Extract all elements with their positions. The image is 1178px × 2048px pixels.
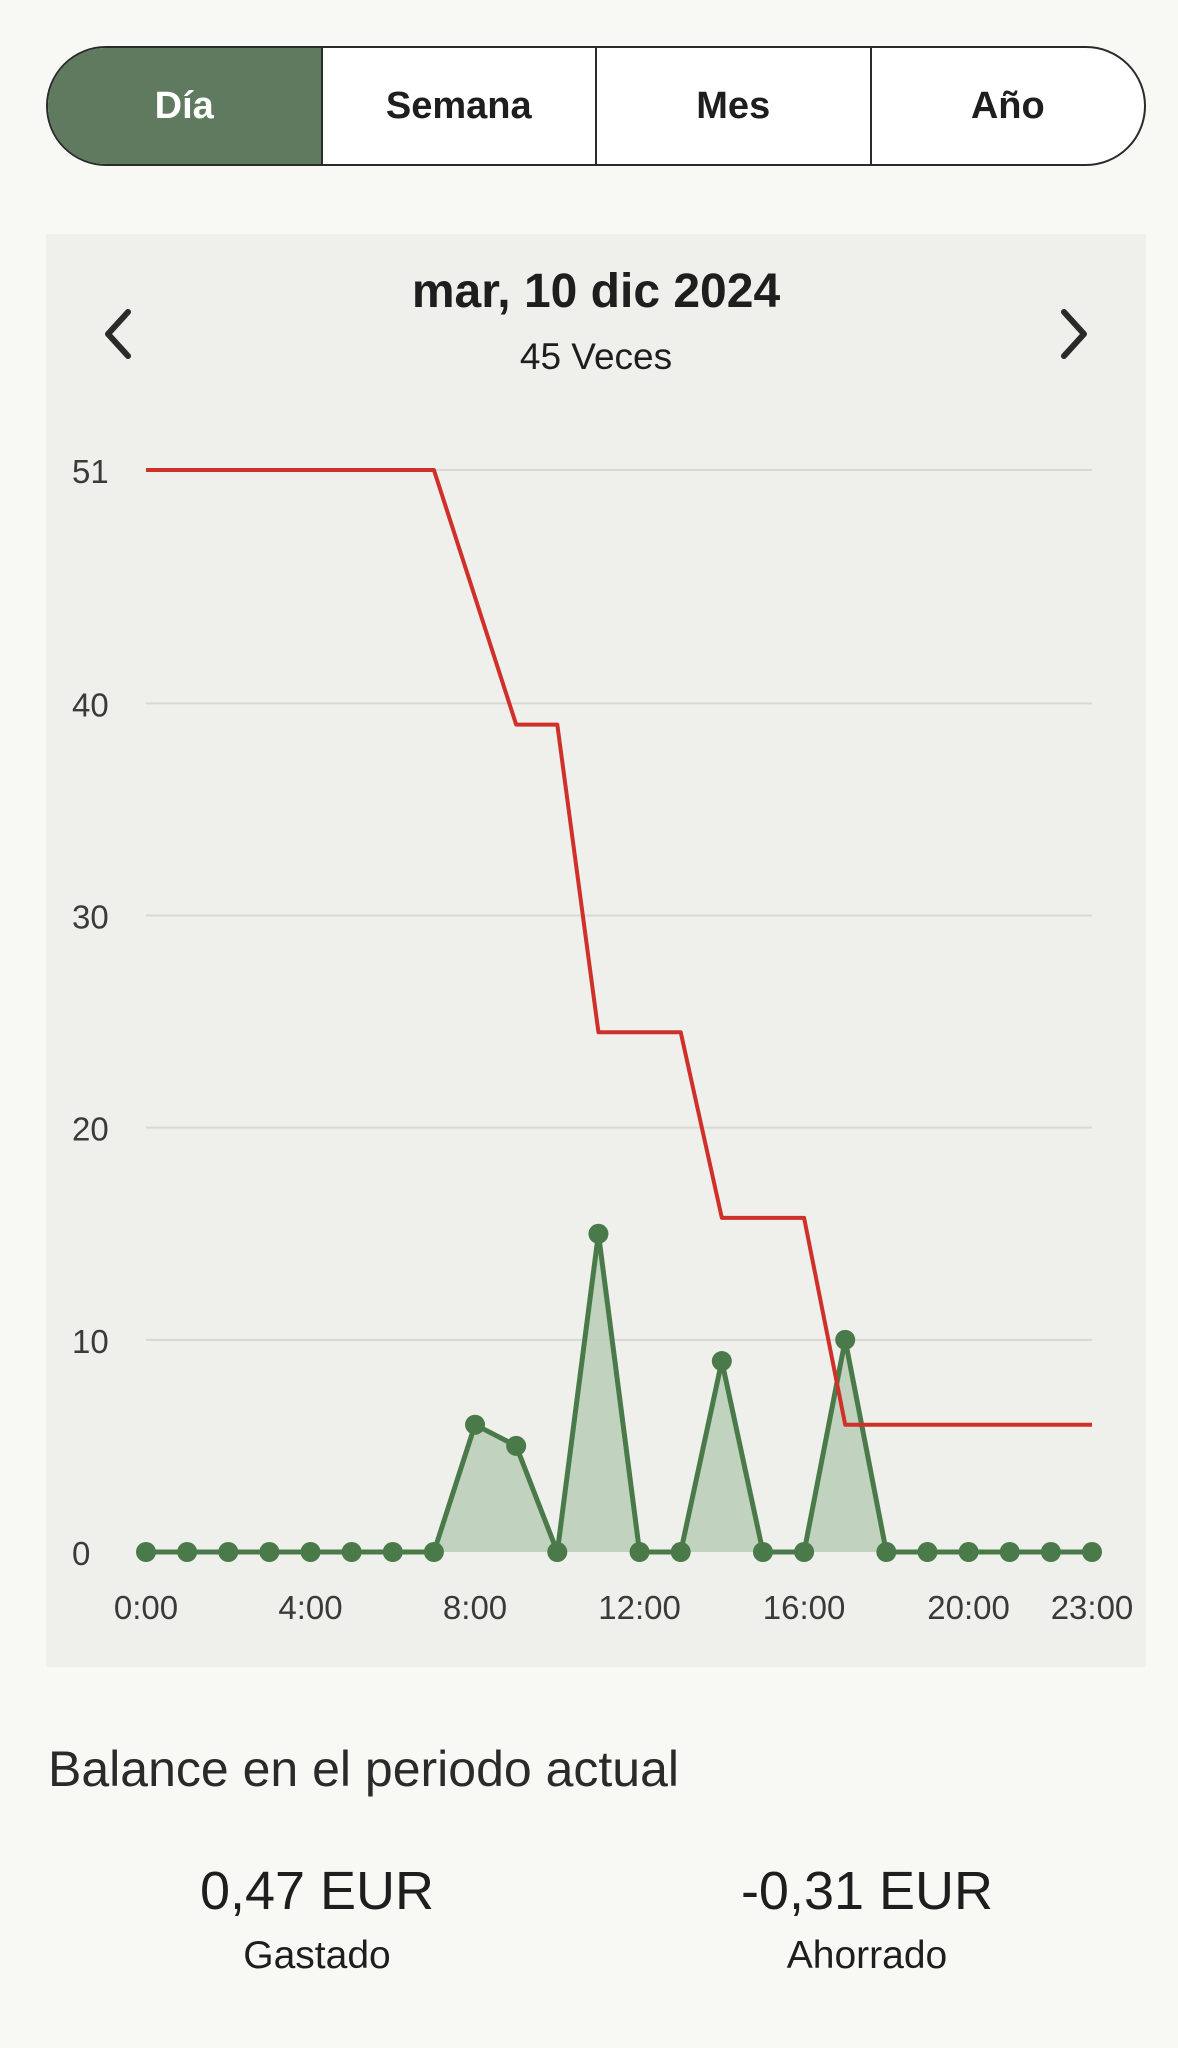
usage-point	[382, 1542, 403, 1562]
x-tick-label: 20:00	[927, 1589, 1010, 1626]
usage-chart: 0 10 20 30 40 51 0:00 4:00 8:00 12:00 16:00 20:00 23…	[72, 453, 1134, 1626]
x-tick-label: 4:00	[278, 1589, 342, 1626]
y-tick-label: 30	[72, 899, 109, 936]
saved-amount: -0,31 EUR	[740, 1861, 994, 1921]
usage-point	[423, 1542, 444, 1562]
saved-label: Ahorrado	[786, 1934, 948, 1977]
spent-stat: 0,47 EUR Gastado	[107, 1860, 527, 1978]
usage-point	[958, 1542, 979, 1562]
usage-point	[218, 1542, 239, 1562]
x-tick-label: 23:00	[1051, 1589, 1134, 1626]
usage-point	[629, 1542, 650, 1562]
usage-point	[506, 1435, 527, 1456]
usage-point	[588, 1223, 609, 1244]
spent-amount: 0,47 EUR	[199, 1861, 435, 1921]
x-tick-label: 16:00	[763, 1589, 846, 1626]
y-tick-label: 40	[72, 686, 109, 723]
usage-point	[300, 1542, 321, 1562]
tab-dia[interactable]: Día	[48, 48, 321, 164]
usage-point	[917, 1542, 938, 1562]
tab-ano[interactable]: Año	[869, 48, 1145, 164]
usage-area-fill	[146, 1233, 1092, 1552]
x-tick-label: 8:00	[443, 1589, 507, 1626]
usage-point	[547, 1542, 568, 1562]
usage-point	[136, 1542, 156, 1562]
period-selector: Día Semana Mes Año	[46, 46, 1146, 166]
usage-point	[465, 1414, 486, 1435]
chevron-right-icon	[1061, 309, 1087, 359]
times-count: 45 Veces	[519, 336, 673, 377]
x-tick-label: 0:00	[114, 1589, 178, 1626]
prev-day-button[interactable]	[88, 294, 148, 374]
tab-mes[interactable]: Mes	[595, 48, 870, 164]
y-tick-label: 20	[72, 1111, 109, 1148]
spent-label: Gastado	[243, 1934, 391, 1977]
usage-point	[670, 1542, 691, 1562]
usage-point	[259, 1542, 280, 1562]
usage-point	[876, 1542, 897, 1562]
usage-point	[835, 1329, 856, 1350]
usage-point	[1082, 1542, 1102, 1562]
usage-point	[1040, 1542, 1061, 1562]
usage-point	[999, 1542, 1020, 1562]
y-tick-label: 0	[72, 1535, 90, 1572]
chart-card: 0 10 20 30 40 51 0:00 4:00 8:00 12:00 16:00 20:00 23…	[46, 234, 1146, 1667]
tab-semana[interactable]: Semana	[320, 48, 596, 164]
usage-point	[752, 1542, 773, 1562]
y-tick-label: 51	[72, 453, 109, 490]
saved-stat: -0,31 EUR Ahorrado	[657, 1860, 1077, 1978]
usage-point	[794, 1542, 815, 1562]
remaining-line	[146, 468, 1092, 1427]
y-tick-label: 10	[72, 1323, 109, 1360]
usage-point	[711, 1351, 732, 1372]
chevron-left-icon	[105, 309, 131, 359]
x-tick-label: 12:00	[598, 1589, 681, 1626]
balance-title: Balance en el periodo actual	[48, 1741, 680, 1797]
next-day-button[interactable]	[1044, 294, 1104, 374]
usage-point	[341, 1542, 362, 1562]
usage-point	[177, 1542, 198, 1562]
current-date: mar, 10 dic 2024	[411, 265, 781, 318]
